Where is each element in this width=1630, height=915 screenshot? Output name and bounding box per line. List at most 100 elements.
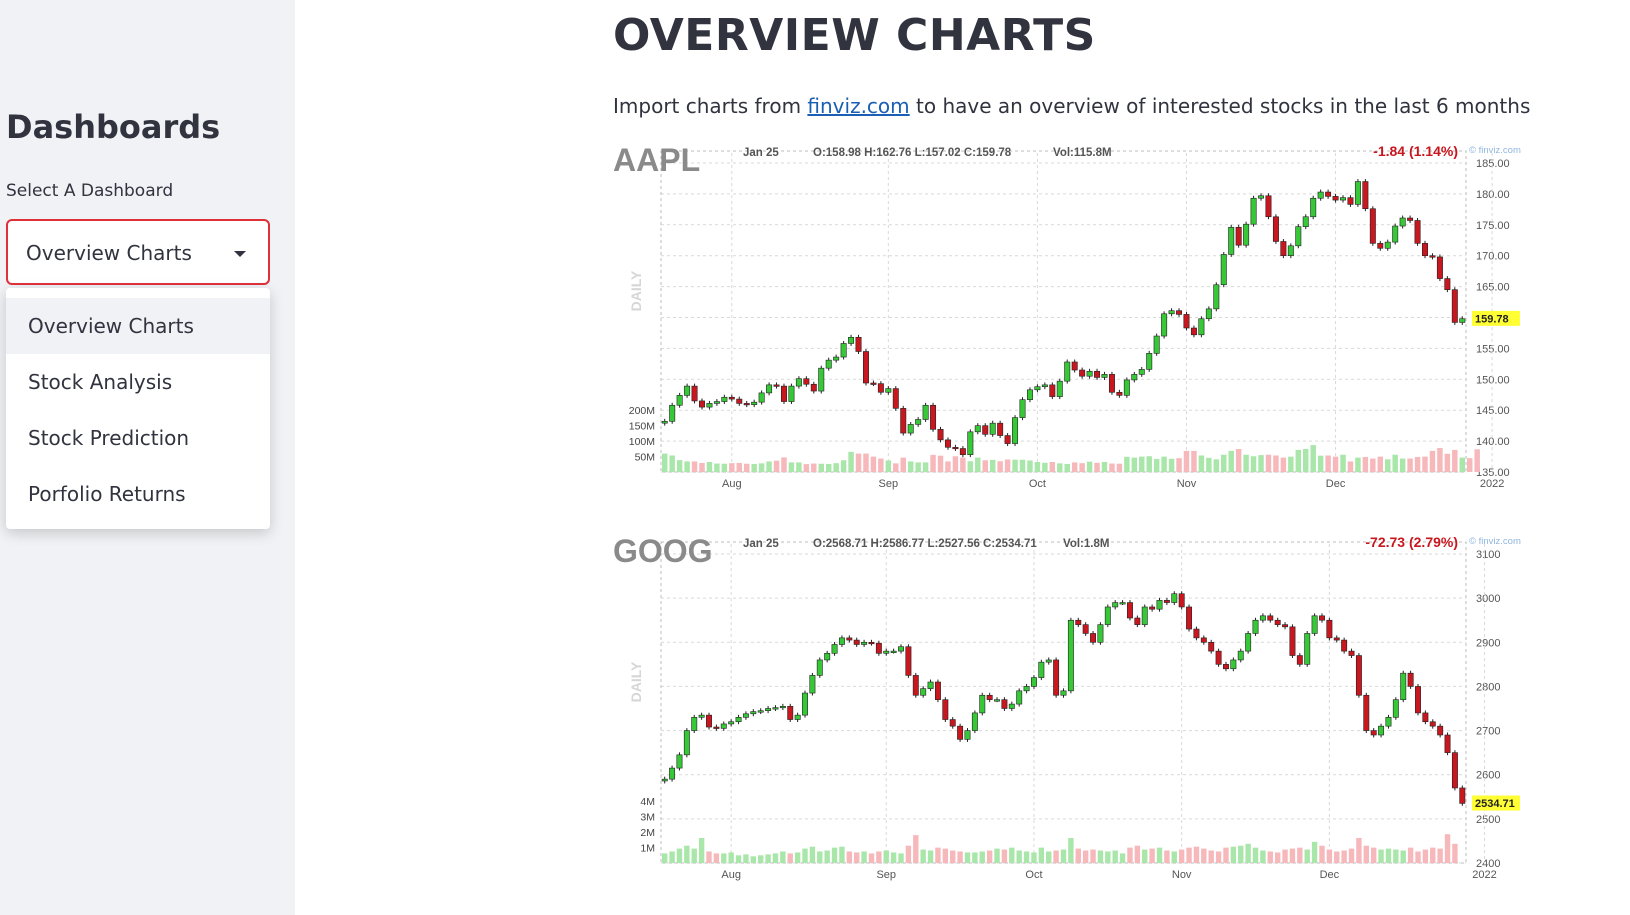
volume-bar	[839, 846, 845, 863]
volume-bar	[1201, 848, 1207, 863]
candle-body	[1198, 318, 1205, 336]
volume-bar	[729, 463, 735, 472]
volume-bar	[945, 461, 951, 472]
candle-body	[1407, 217, 1414, 221]
candle-body	[1176, 310, 1183, 315]
volume-bar	[750, 856, 757, 863]
candle-body	[706, 714, 712, 728]
volume-bar	[855, 453, 862, 472]
volume-bar	[920, 849, 926, 863]
volume-bar	[1027, 460, 1033, 472]
candle-body	[684, 385, 691, 396]
x-tick-label: Oct	[1025, 869, 1042, 881]
dropdown-option-porfolio-returns[interactable]: Porfolio Returns	[28, 482, 186, 506]
candle-body	[1392, 699, 1399, 718]
volume-bar	[1004, 459, 1011, 472]
candle-body	[855, 336, 862, 352]
volume-bar	[1304, 849, 1310, 863]
candle-body	[912, 675, 919, 696]
volume-bar	[1094, 462, 1100, 472]
volume-bar	[1332, 456, 1339, 472]
candle-body	[795, 378, 802, 387]
dropdown-option-stock-prediction[interactable]: Stock Prediction	[28, 426, 190, 450]
finviz-link[interactable]: finviz.com	[807, 94, 910, 118]
candle-body	[1123, 379, 1130, 396]
candle-body	[959, 448, 966, 455]
volume-bar	[818, 463, 824, 472]
volume-bar	[736, 462, 742, 472]
candle-body	[1340, 197, 1346, 201]
volume-bar	[979, 851, 985, 863]
candle-body	[875, 642, 882, 654]
volume-bar	[1101, 462, 1108, 472]
volume-bar	[1176, 458, 1182, 472]
candle-body	[1153, 335, 1160, 354]
candle-body	[840, 343, 847, 358]
candle-body	[1341, 639, 1348, 652]
volume-bar	[1109, 463, 1115, 472]
volume-bar	[1288, 456, 1294, 472]
candle-body	[809, 675, 816, 694]
volume-bar	[1156, 847, 1163, 863]
volume-bar	[900, 457, 906, 472]
candle-body	[892, 388, 899, 409]
volume-bar	[1467, 458, 1473, 472]
candle-body	[1377, 243, 1384, 249]
candle-body	[1079, 369, 1086, 377]
volume-bar	[1082, 850, 1089, 863]
chevron-down-icon[interactable]	[234, 251, 246, 257]
dropdown-option-overview-charts[interactable]: Overview Charts	[6, 298, 270, 354]
last-price-marker	[1472, 795, 1520, 811]
volume-bar	[1250, 456, 1257, 472]
volume-bar	[1362, 457, 1369, 472]
volume-bar	[1267, 851, 1273, 863]
volume-bar	[1119, 853, 1126, 863]
volume-bar	[773, 460, 780, 472]
price-tick-label: 2800	[1476, 681, 1500, 693]
x-tick-label: Dec	[1326, 478, 1346, 490]
volume-bar	[1430, 847, 1436, 863]
volume-bar	[997, 461, 1003, 472]
volume-bar	[1038, 847, 1045, 863]
volume-bar	[758, 463, 765, 472]
candle-body	[1385, 717, 1392, 727]
candle-body	[1064, 361, 1071, 382]
volume-bar	[676, 848, 683, 863]
volume-tick-label: 200M	[629, 405, 655, 417]
price-tick-label: 3100	[1476, 549, 1500, 561]
volume-bar	[1134, 845, 1141, 863]
daily-side-label: DAILY	[628, 661, 644, 702]
candle-body	[766, 384, 773, 394]
volume-bar	[1223, 847, 1229, 863]
volume-bar	[825, 463, 832, 472]
volume-bar	[698, 838, 705, 863]
candle-body	[787, 705, 794, 720]
volume-bar	[1016, 850, 1022, 863]
volume-bar	[878, 458, 884, 472]
candle-body	[779, 705, 786, 709]
volume-bar	[1297, 847, 1303, 863]
volume-bar	[1356, 838, 1362, 863]
candle-body	[1168, 310, 1175, 315]
volume-bar	[1392, 454, 1398, 472]
candle-body	[1004, 435, 1011, 444]
volume-bar	[691, 461, 698, 472]
dashboard-select[interactable]: Overview Charts	[6, 219, 270, 285]
dropdown-option-stock-analysis[interactable]: Stock Analysis	[28, 370, 173, 394]
candle-body	[1060, 690, 1067, 696]
volume-bar	[1289, 848, 1296, 863]
candle-body	[1041, 384, 1048, 388]
candle-body	[1444, 734, 1451, 753]
finviz-watermark: © finviz.com	[1469, 145, 1521, 156]
aapl-chart: 185.00180.00175.00170.00165.00160.00155.…	[613, 142, 1521, 490]
candle-body	[1414, 220, 1421, 244]
candle-body	[1267, 615, 1274, 621]
volume-bar	[870, 456, 877, 472]
candle-body	[1333, 637, 1340, 641]
candle-body	[794, 714, 801, 720]
volume-bar	[1295, 449, 1302, 472]
candle-body	[751, 401, 758, 405]
volume-bar	[915, 462, 921, 472]
volume-bar	[1124, 456, 1130, 472]
candle-body	[1016, 690, 1023, 705]
